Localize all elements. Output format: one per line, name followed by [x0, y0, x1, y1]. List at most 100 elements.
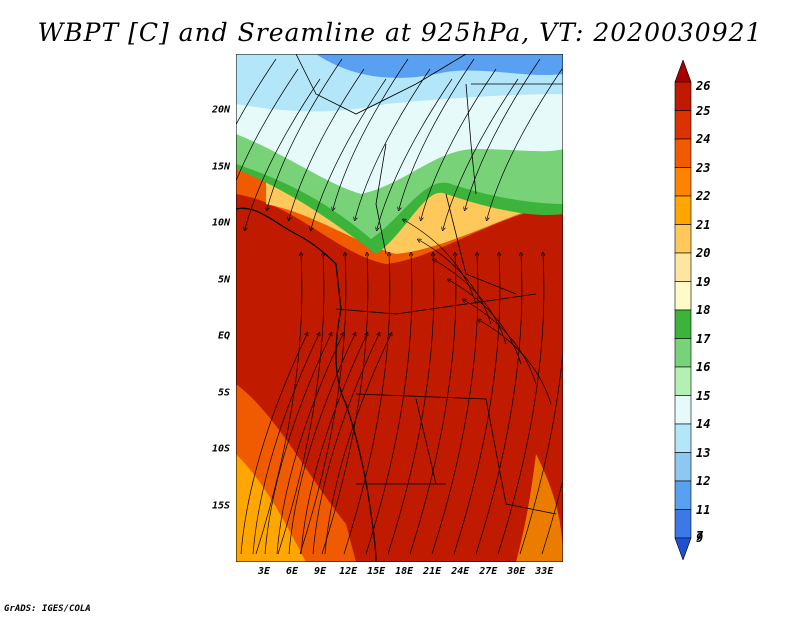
streamline — [475, 254, 522, 555]
streamline — [399, 58, 475, 209]
colorbar-swatch — [674, 480, 692, 510]
colorbar-level-label: 25 — [696, 103, 711, 118]
lon-label: 30E — [507, 566, 526, 577]
colorbar-swatch — [674, 537, 692, 560]
colorbar-level-label: 9 — [696, 531, 704, 545]
colorbar-level-label: 24 — [696, 132, 711, 146]
streamline — [299, 254, 346, 555]
map-title: WBPT [C] and Sreamline at 925hPa, VT: 20… — [37, 18, 763, 47]
field-region-se-amber — [516, 454, 563, 562]
streamline — [519, 254, 563, 555]
colorbar-swatch — [674, 81, 692, 111]
lon-label: 27E — [479, 566, 498, 577]
streamline — [464, 300, 537, 385]
streamline — [267, 58, 343, 209]
colorbar-swatch — [674, 395, 692, 425]
streamline — [487, 68, 563, 219]
colorbar-level-label: 14 — [696, 417, 711, 431]
streamline — [465, 58, 541, 209]
streamline — [387, 254, 434, 555]
streamline — [333, 58, 409, 209]
streamline — [365, 254, 412, 555]
streamline — [264, 334, 331, 555]
colorbar-level-label: 22 — [696, 189, 711, 203]
credit-text: GrADS: IGES/COLA — [4, 604, 91, 614]
streamline — [324, 334, 391, 555]
colorbar — [674, 60, 692, 560]
streamline — [541, 477, 563, 555]
streamline — [497, 254, 544, 555]
lat-label: 15S — [211, 500, 230, 512]
streamline — [355, 68, 431, 219]
colorbar-swatch — [674, 138, 692, 168]
streamline — [453, 254, 500, 555]
streamline — [240, 334, 307, 555]
colorbar-swatch — [674, 281, 692, 311]
lon-label: 3E — [257, 566, 271, 577]
streamline — [377, 78, 453, 229]
colorbar-swatch — [674, 452, 692, 482]
streamline — [343, 254, 390, 555]
colorbar-swatch — [674, 309, 692, 339]
map-panel — [236, 54, 563, 562]
colorbar-swatch — [674, 167, 692, 197]
lat-label: 5S — [217, 387, 230, 399]
streamline — [443, 78, 519, 229]
streamline — [236, 58, 277, 126]
streamline — [431, 254, 478, 555]
country-borders — [295, 54, 563, 515]
colorbar-swatch — [674, 224, 692, 254]
streamline — [276, 334, 343, 555]
colorbar-level-label: 17 — [696, 331, 711, 346]
streamline — [419, 240, 492, 325]
colorbar-level-label: 26 — [696, 79, 711, 93]
colorbar-level-label: 21 — [696, 217, 711, 232]
colorbar-level-label: 7 — [696, 529, 704, 543]
colorbar-swatch — [674, 338, 692, 368]
streamline — [288, 334, 355, 555]
colorbar-level-label: 19 — [696, 274, 711, 289]
lat-label: EQ — [217, 330, 230, 342]
streamline — [434, 260, 507, 345]
streamline — [312, 334, 379, 555]
lon-label: 6E — [286, 566, 299, 577]
lat-label: 5N — [217, 274, 230, 286]
colorbar-level-label: 18 — [696, 303, 711, 317]
colorbar-level-label: 23 — [696, 160, 711, 175]
streamline — [421, 68, 497, 219]
streamline — [252, 334, 319, 555]
lon-label: 12E — [339, 566, 358, 577]
colorbar-level-label: 20 — [696, 246, 711, 260]
streamline — [236, 68, 299, 182]
lon-label: 15E — [367, 566, 386, 577]
colorbar-level-label: 16 — [696, 360, 711, 374]
streamline — [404, 220, 477, 305]
field-region-blue — [316, 54, 563, 78]
streamline — [300, 334, 367, 555]
lon-label: 9E — [314, 566, 327, 577]
colorbar-swatch — [674, 252, 692, 282]
streamline — [255, 254, 302, 555]
lon-label: 21E — [423, 566, 442, 577]
streamline — [289, 68, 365, 219]
lon-label: 24E — [451, 566, 470, 577]
lat-label: 20N — [211, 104, 230, 116]
lon-label: 18E — [395, 566, 414, 577]
colorbar-swatch — [674, 110, 692, 140]
colorbar-swatch — [674, 509, 692, 539]
streamline — [409, 254, 456, 555]
streamline — [479, 320, 552, 405]
colorbar-swatch — [674, 366, 692, 396]
colorbar-swatch — [674, 423, 692, 453]
lat-label: 15N — [211, 161, 230, 173]
lon-label: 33E — [535, 566, 554, 577]
streamline — [277, 254, 324, 555]
colorbar-level-label: 15 — [696, 388, 711, 403]
colorbar-swatch — [674, 195, 692, 225]
wbpt-field-map — [236, 54, 563, 562]
streamline — [311, 78, 387, 229]
colorbar-level-label: 12 — [696, 474, 711, 488]
lat-label: 10S — [211, 443, 230, 455]
coastline — [236, 207, 377, 562]
colorbar-level-label: 11 — [696, 502, 711, 517]
